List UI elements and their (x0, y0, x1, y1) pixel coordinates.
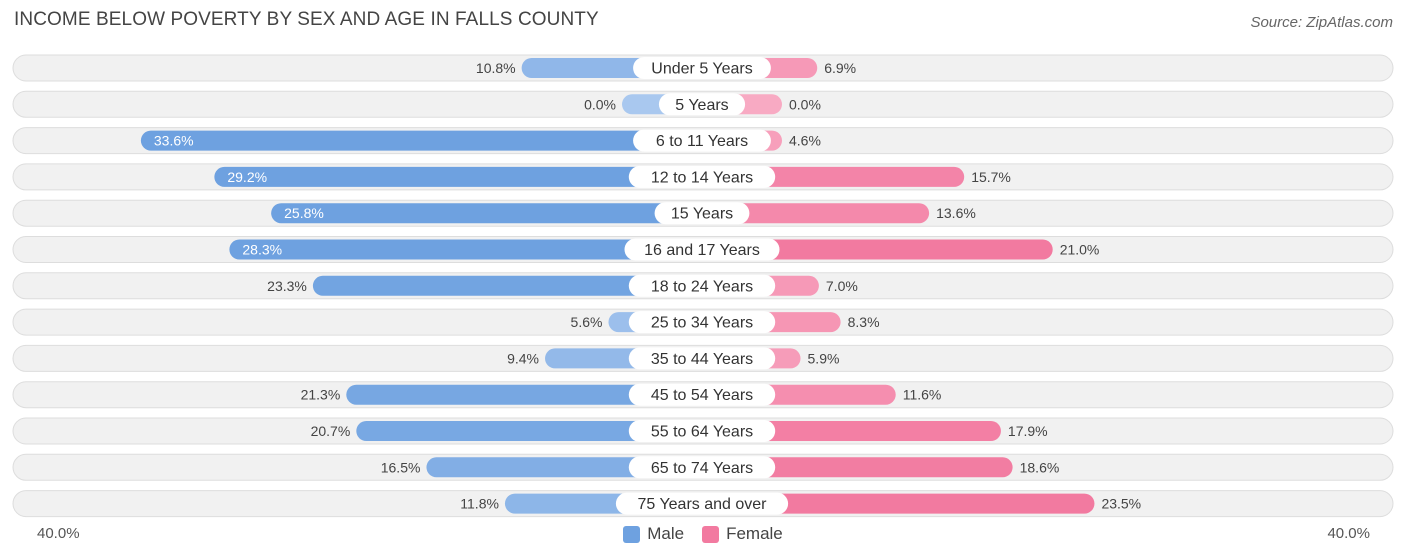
bar-male (271, 203, 702, 224)
category-label: 35 to 44 Years (651, 351, 753, 368)
bar-female (702, 493, 1095, 514)
value-label-female: 11.6% (903, 387, 942, 403)
category-pill (628, 383, 776, 406)
category-label: 55 to 64 Years (651, 424, 753, 441)
value-label-female: 21.0% (1060, 242, 1100, 258)
legend-label-female: Female (726, 524, 783, 543)
value-label-female: 8.3% (848, 314, 880, 330)
category-pill (615, 492, 789, 515)
value-label-male: 28.3% (242, 242, 282, 258)
value-label-female: 4.6% (789, 133, 821, 149)
bar-male (312, 275, 702, 296)
category-label: Under 5 Years (651, 61, 752, 78)
legend-item-female: Female (702, 524, 783, 544)
chart-row: 29.2% 15.7% 12 to 14 Years (12, 163, 1394, 191)
chart-row: 9.4% 5.9% 35 to 44 Years (12, 344, 1394, 372)
chart-row: 23.3% 7.0% 18 to 24 Years (12, 272, 1394, 300)
value-label-male: 0.0% (584, 96, 616, 112)
legend-item-male: Male (623, 524, 684, 544)
bar-female (702, 239, 1053, 260)
chart-row: 0.0% 0.0% 5 Years (12, 90, 1394, 118)
category-pill (628, 165, 776, 188)
value-label-female: 18.6% (1020, 459, 1060, 475)
bar-female (702, 421, 1001, 441)
category-label: 12 to 14 Years (651, 169, 753, 186)
category-pill (628, 420, 776, 442)
value-label-male: 25.8% (284, 205, 324, 221)
bar-male (214, 166, 703, 187)
value-label-male: 29.2% (227, 169, 267, 185)
legend-label-male: Male (647, 524, 685, 543)
value-label-female: 13.6% (936, 205, 976, 221)
value-label-male: 20.7% (311, 423, 351, 439)
category-label: 5 Years (675, 97, 728, 114)
axis-max-label: 40.0% (1327, 525, 1370, 542)
category-label: 65 to 74 Years (651, 460, 753, 477)
value-label-female: 0.0% (789, 96, 821, 112)
category-label: 45 to 54 Years (651, 387, 753, 404)
value-label-male: 9.4% (507, 350, 539, 366)
source-credit: Source: ZipAtlas.com (1250, 14, 1393, 31)
legend-swatch-male (623, 525, 641, 543)
bar-female (702, 457, 1013, 478)
value-label-male: 21.3% (301, 387, 341, 403)
category-label: 15 Years (671, 206, 733, 223)
value-label-female: 23.5% (1101, 496, 1141, 512)
value-label-female: 6.9% (824, 60, 856, 76)
bar-male (140, 130, 702, 151)
value-label-male: 10.8% (476, 60, 516, 76)
bar-male (229, 239, 702, 260)
axis-min-label: 40.0% (37, 525, 80, 542)
category-label: 18 to 24 Years (651, 278, 753, 295)
legend: Male Female (0, 524, 1406, 544)
value-label-female: 17.9% (1008, 423, 1048, 439)
value-label-female: 15.7% (971, 169, 1011, 185)
bar-male (356, 421, 702, 441)
category-pill (624, 238, 780, 261)
category-pill (628, 456, 776, 479)
category-label: 75 Years and over (638, 496, 768, 513)
category-pill (628, 311, 776, 334)
category-pill (633, 57, 771, 79)
chart-title: INCOME BELOW POVERTY BY SEX AND AGE IN F… (14, 9, 599, 30)
value-label-male: 23.3% (267, 278, 307, 294)
chart-row: 16.5% 18.6% 65 to 74 Years (12, 453, 1394, 481)
category-label: 6 to 11 Years (656, 133, 748, 150)
chart-row: 28.3% 21.0% 16 and 17 Years (12, 236, 1394, 263)
bar-female (702, 203, 930, 224)
value-label-male: 11.8% (460, 496, 499, 512)
category-pill (628, 274, 776, 297)
value-label-male: 33.6% (154, 133, 194, 149)
chart-row: 5.6% 8.3% 25 to 34 Years (12, 308, 1394, 336)
category-pill (628, 347, 776, 370)
category-pill (654, 202, 750, 225)
chart-row: 11.8% 23.5% 75 Years and over (12, 490, 1394, 518)
chart-row: 33.6% 4.6% 6 to 11 Years (12, 127, 1394, 155)
value-label-female: 5.9% (808, 350, 840, 366)
chart-row: 21.3% 11.6% 45 to 54 Years (12, 381, 1394, 409)
chart-row: 10.8% 6.9% Under 5 Years (12, 54, 1394, 82)
category-pill (633, 129, 771, 152)
category-label: 25 to 34 Years (651, 315, 753, 332)
chart-row: 25.8% 13.6% 15 Years (12, 199, 1394, 227)
value-label-female: 7.0% (826, 278, 858, 294)
category-label: 16 and 17 Years (644, 242, 760, 259)
value-label-male: 16.5% (381, 459, 421, 475)
chart-row: 20.7% 17.9% 55 to 64 Years (12, 417, 1394, 445)
category-pill (658, 93, 746, 116)
legend-swatch-female (702, 525, 720, 543)
bar-male (346, 384, 702, 405)
value-label-male: 5.6% (571, 314, 603, 330)
